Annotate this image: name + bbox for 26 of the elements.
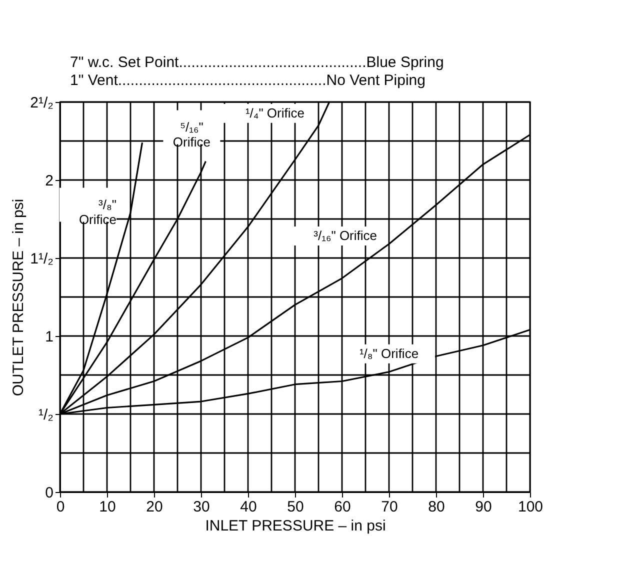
x-tick-label: 70 [381,498,398,516]
x-tick-label: 80 [428,498,445,516]
x-tick-label: 10 [99,498,116,516]
x-tick-label: 60 [334,498,351,516]
text: 1" Vent..................................................No Vent Piping [70,72,426,89]
y-tick-label: 2 [45,172,54,190]
y-tick-label: ¹/₂ [38,406,54,424]
series-label: ¹/₈" Orifice [359,346,419,361]
series-label: ¹/₄" Orifice [245,105,304,120]
x-tick-label: 90 [475,498,492,516]
series-label: ³/₈" Orifice [78,196,117,227]
series-label: ⁵/₁₆" Orifice [172,119,210,150]
text: 7" w.c. Set Point.............................................Blue Spring [70,54,444,71]
x-axis-title: INLET PRESSURE – in psi [205,518,386,534]
y-tick-label: 0 [45,484,54,502]
x-tick-label: 0 [56,498,65,516]
y-axis-title: OUTLET PRESSURE – in psi [10,198,28,396]
y-tick-label: 1 [45,328,54,346]
x-tick-label: 20 [146,498,163,516]
series-label: ³/₁₆" Orifice [314,228,377,243]
x-tick-label: 50 [287,498,304,516]
x-tick-label: 100 [518,498,544,516]
y-tick-label: 2¹/₂ [30,94,54,112]
y-tick-label: 1¹/₂ [30,250,54,268]
x-tick-label: 40 [240,498,257,516]
x-tick-label: 30 [193,498,210,516]
